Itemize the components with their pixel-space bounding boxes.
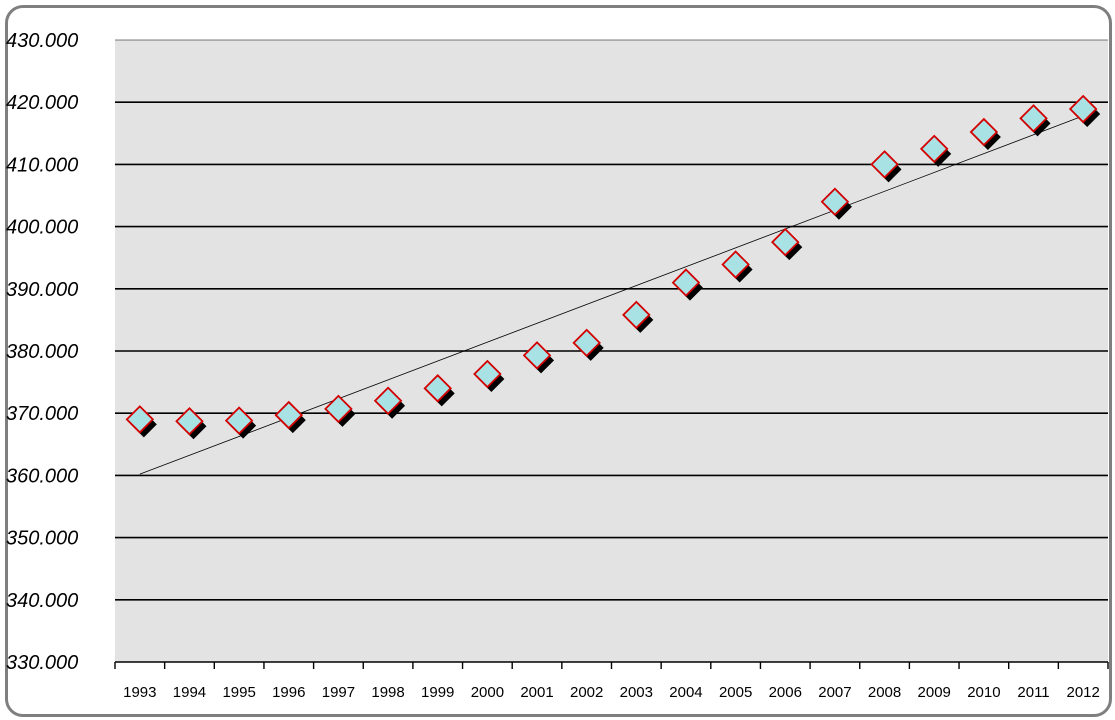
data-point-marker bbox=[820, 187, 850, 216]
x-tick-label: 1993 bbox=[123, 684, 156, 701]
y-tick-label: 400.000 bbox=[6, 217, 78, 239]
y-tick-label: 340.000 bbox=[6, 590, 78, 612]
data-point bbox=[522, 341, 555, 374]
y-tick-labels: 330.000 340.000 350.000 360.000 370.000 380.0… bbox=[6, 30, 78, 674]
data-point bbox=[473, 359, 505, 393]
y-tick-label: 420.000 bbox=[6, 92, 78, 114]
data-point bbox=[1019, 104, 1051, 137]
data-point-marker bbox=[969, 117, 999, 147]
x-tick-label: 2000 bbox=[471, 684, 504, 701]
data-point bbox=[969, 117, 1001, 151]
data-point-marker bbox=[771, 227, 800, 257]
x-tick-label: 2004 bbox=[669, 684, 702, 701]
data-point bbox=[919, 134, 952, 167]
data-point bbox=[175, 407, 207, 440]
data-point-marker bbox=[224, 406, 254, 435]
y-tick-label: 430.000 bbox=[6, 30, 78, 52]
data-point bbox=[373, 386, 406, 419]
data-point-marker bbox=[125, 405, 155, 434]
data-point bbox=[721, 250, 753, 283]
data-point-marker bbox=[919, 134, 949, 164]
x-tick-label: 1999 bbox=[421, 684, 454, 701]
x-axis bbox=[114, 661, 1109, 669]
x-tick-label: 2010 bbox=[967, 684, 1000, 701]
x-tick-label: 1998 bbox=[371, 684, 404, 701]
data-point-marker bbox=[671, 268, 701, 297]
y-tick-label: 410.000 bbox=[6, 154, 78, 176]
y-tick-label: 380.000 bbox=[6, 341, 78, 363]
data-point bbox=[572, 328, 604, 361]
y-tick-label: 390.000 bbox=[6, 279, 78, 301]
data-point-marker bbox=[870, 150, 899, 179]
x-tick-label: 2003 bbox=[620, 684, 653, 701]
data-point-marker bbox=[175, 407, 204, 436]
gridlines bbox=[115, 39, 1108, 601]
x-tick-label: 2002 bbox=[570, 684, 603, 701]
data-point bbox=[622, 300, 654, 333]
data-point bbox=[423, 374, 455, 407]
data-point bbox=[324, 394, 356, 427]
x-tick-label: 2012 bbox=[1066, 684, 1099, 701]
x-tick-label: 2005 bbox=[719, 684, 752, 701]
data-point bbox=[820, 187, 852, 220]
data-point-marker bbox=[522, 341, 552, 370]
data-point bbox=[870, 150, 902, 183]
x-tick-label: 2011 bbox=[1017, 684, 1049, 701]
data-point bbox=[224, 406, 257, 439]
data-point bbox=[274, 400, 306, 434]
data-point-marker bbox=[423, 374, 452, 403]
data-markers bbox=[125, 94, 1101, 440]
x-tick-label: 1995 bbox=[222, 684, 255, 701]
x-tick-label: 1994 bbox=[173, 684, 206, 701]
x-tick-label: 2009 bbox=[918, 684, 951, 701]
y-tick-label: 330.000 bbox=[6, 652, 78, 674]
y-tick-label: 370.000 bbox=[6, 403, 78, 425]
y-tick-label: 350.000 bbox=[6, 528, 78, 550]
data-point bbox=[771, 227, 803, 261]
data-point-marker bbox=[1068, 94, 1098, 124]
data-point-marker bbox=[324, 394, 353, 424]
data-point bbox=[1068, 94, 1101, 128]
y-tick-label: 360.000 bbox=[6, 465, 78, 487]
data-point-marker bbox=[1019, 104, 1048, 133]
data-point-marker bbox=[572, 328, 601, 358]
data-point-marker bbox=[473, 359, 502, 389]
data-point-marker bbox=[622, 300, 651, 330]
data-point-marker bbox=[373, 386, 403, 416]
x-tick-label: 1997 bbox=[322, 684, 355, 701]
data-point-marker bbox=[274, 400, 304, 430]
x-tick-label: 1996 bbox=[272, 684, 305, 701]
x-tick-labels: 1993 1994 1995 1996 1997 1998 1999 2000 2001 2002… bbox=[123, 684, 1100, 701]
data-point bbox=[125, 405, 157, 438]
x-tick-label: 2006 bbox=[769, 684, 802, 701]
x-tick-label: 2007 bbox=[818, 684, 851, 701]
data-point-marker bbox=[721, 250, 750, 279]
x-tick-label: 2008 bbox=[868, 684, 901, 701]
data-point bbox=[671, 268, 703, 301]
x-tick-label: 2001 bbox=[520, 684, 553, 701]
